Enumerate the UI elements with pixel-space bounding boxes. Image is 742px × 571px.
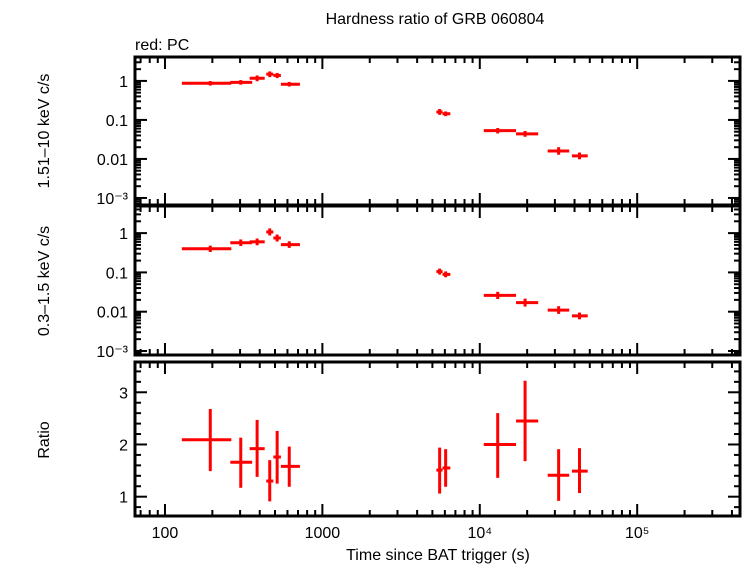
data-point	[273, 430, 281, 484]
plot-frame	[133, 360, 742, 518]
data-point	[442, 111, 451, 117]
panel-1: 1 0.1 0.01 10⁻³	[96, 204, 742, 361]
y-tick-label: 0.1	[106, 113, 128, 130]
data-point	[547, 147, 570, 155]
data-point	[181, 81, 232, 86]
data-point	[571, 312, 588, 320]
panel-0: 1 0.1 0.01 10⁻³	[96, 55, 742, 208]
y-axis-label-soft: 0.3–1.5 keV c/s	[36, 226, 53, 336]
y-tick-label: 10⁻³	[96, 344, 128, 361]
data-point	[280, 81, 300, 87]
data-point	[249, 238, 265, 246]
data-point	[266, 228, 274, 236]
data-point	[442, 449, 451, 487]
data-point	[436, 109, 443, 115]
data-point	[547, 449, 570, 501]
data-point	[436, 268, 443, 275]
x-tick-label: 10⁴	[467, 525, 492, 542]
data-point	[273, 72, 281, 79]
x-axis-label: Time since BAT trigger (s)	[346, 547, 530, 564]
data-point	[436, 447, 443, 494]
y-axis-label-ratio: Ratio	[36, 421, 53, 458]
data-point	[571, 152, 588, 160]
y-tick-label: 0.01	[97, 305, 128, 322]
data-point	[516, 298, 539, 307]
data-point	[280, 241, 300, 248]
chart-title: Hardness ratio of GRB 060804	[326, 11, 545, 28]
mode-annotation: red: PC	[135, 37, 189, 54]
data-point	[571, 448, 588, 494]
y-tick-label: 1	[119, 490, 128, 507]
data-point	[181, 408, 232, 472]
panel-2: 1 2 3	[119, 360, 742, 518]
y-tick-label: 1	[119, 226, 128, 243]
plot-frame	[133, 55, 742, 207]
plot-frame	[133, 204, 742, 357]
data-point	[230, 239, 253, 246]
y-tick-label: 1	[119, 74, 128, 91]
data-point	[442, 271, 451, 278]
data-point	[230, 80, 253, 85]
data-point	[266, 460, 274, 502]
data-point	[483, 413, 517, 478]
y-tick-label: 0.1	[106, 265, 128, 282]
x-tick-label: 10⁵	[625, 525, 649, 542]
data-point	[249, 419, 265, 477]
x-tick-label: 100	[152, 525, 179, 542]
data-point	[516, 131, 539, 137]
data-point	[266, 71, 274, 78]
y-tick-label: 0.01	[97, 152, 128, 169]
data-point	[483, 291, 517, 300]
x-tick-label: 1000	[305, 525, 341, 542]
data-point	[249, 75, 265, 82]
data-point	[230, 437, 253, 488]
data-point	[280, 446, 300, 487]
data-point	[483, 128, 517, 134]
data-point	[516, 380, 539, 462]
data-point	[181, 245, 232, 253]
data-point	[547, 306, 570, 314]
y-axis-label-hard: 1.51–10 keV c/s	[36, 74, 53, 189]
y-tick-label: 3	[119, 385, 128, 402]
data-point	[273, 234, 281, 242]
y-tick-label: 10⁻³	[96, 191, 128, 208]
y-tick-label: 2	[119, 437, 128, 454]
